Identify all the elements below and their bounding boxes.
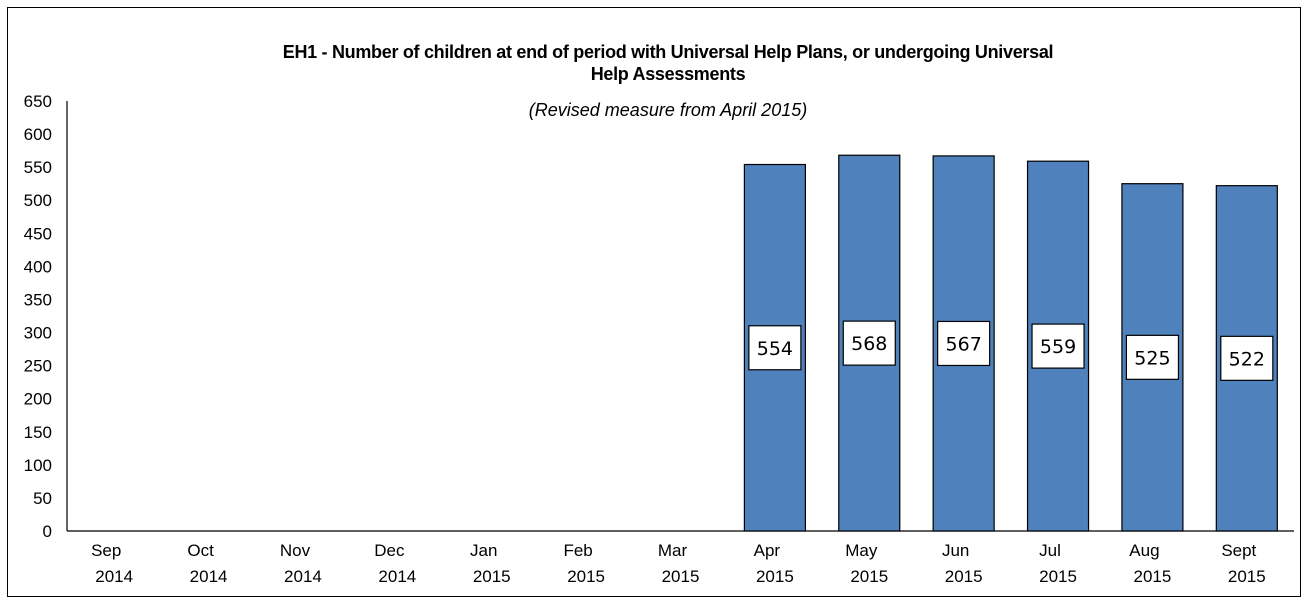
data-label-box <box>1125 334 1180 380</box>
x-tick-label: 2015 <box>473 567 511 586</box>
x-tick-label: Jan <box>470 541 497 560</box>
y-tick-label: 250 <box>24 357 52 376</box>
x-tick-label: 2015 <box>662 567 700 586</box>
x-tick-label: 2014 <box>190 567 228 586</box>
x-tick-label: Aug <box>1129 541 1159 560</box>
data-label-box <box>937 320 991 367</box>
data-label: 525 <box>1134 347 1170 369</box>
chart-title-line-2: Help Assessments <box>590 64 746 84</box>
data-label-box <box>1220 335 1274 381</box>
y-tick-label: 100 <box>24 456 52 475</box>
data-label: 568 <box>851 333 887 355</box>
x-tick-label: 2014 <box>378 567 416 586</box>
x-tick-label: Dec <box>374 541 405 560</box>
data-label-box <box>842 320 896 366</box>
x-tick-label: Jun <box>942 541 969 560</box>
x-tick-label: 2015 <box>1228 567 1266 586</box>
y-tick-label: 600 <box>24 125 52 144</box>
chart-subtitle: (Revised measure from April 2015) <box>528 100 808 120</box>
x-tick-label: 2015 <box>850 567 888 586</box>
y-tick-label: 300 <box>24 324 52 343</box>
x-tick-label: Nov <box>280 541 311 560</box>
y-tick-label: 200 <box>24 390 52 409</box>
x-tick-label: 2014 <box>284 567 322 586</box>
x-tick-label: 2015 <box>756 567 794 586</box>
y-tick-label: 50 <box>33 489 52 508</box>
y-tick-label: 400 <box>24 257 52 276</box>
y-tick-label: 500 <box>24 191 52 210</box>
data-label: 554 <box>757 338 793 360</box>
chart-title-line-1: EH1 - Number of children at end of perio… <box>282 42 1054 62</box>
x-tick-label: 2015 <box>567 567 605 586</box>
y-tick-label: 150 <box>24 423 52 442</box>
x-tick-label: Sep <box>91 541 121 560</box>
y-tick-label: 450 <box>24 224 52 243</box>
y-tick-label: 650 <box>24 92 52 111</box>
data-label: 522 <box>1229 348 1265 370</box>
y-tick-label: 0 <box>43 522 52 541</box>
data-label-box <box>1031 323 1085 369</box>
x-tick-label: 2015 <box>945 567 983 586</box>
x-tick-label: Apr <box>754 541 781 560</box>
x-tick-label: Mar <box>658 541 688 560</box>
x-tick-label: 2015 <box>1134 567 1172 586</box>
x-tick-label: 2014 <box>95 567 133 586</box>
data-label: 559 <box>1040 336 1076 358</box>
x-tick-label: Feb <box>563 541 592 560</box>
y-tick-label: 550 <box>24 158 52 177</box>
x-tick-label: Jul <box>1039 541 1061 560</box>
x-tick-label: Oct <box>187 541 214 560</box>
data-label: 567 <box>946 333 982 355</box>
x-tick-label: 2015 <box>1039 567 1077 586</box>
x-tick-label: Sept <box>1221 541 1256 560</box>
x-tick-label: May <box>845 541 878 560</box>
y-tick-label: 350 <box>24 290 52 309</box>
data-label-box <box>748 325 802 371</box>
